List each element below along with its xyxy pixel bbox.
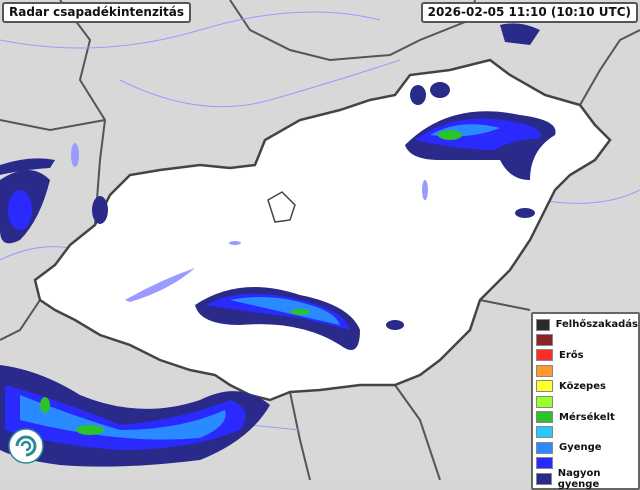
timestamp: 2026-02-05 11:10 (10:10 UTC) (420, 2, 638, 23)
legend-swatch (536, 334, 553, 347)
radar-map (0, 0, 640, 480)
legend-item (536, 394, 638, 409)
legend-label: Mérsékelt (559, 411, 615, 423)
legend-item (536, 425, 638, 440)
legend-label: Erős (559, 349, 584, 361)
legend-swatch (536, 457, 553, 470)
legend-swatch (536, 411, 553, 424)
legend-item (536, 456, 638, 471)
map-title: Radar csapadékintenzitás (2, 2, 192, 23)
legend-label: Gyenge (559, 442, 602, 454)
precipitation-legend: Felhőszakadás Erős Közepes Mérsékelt Gyenge N… (531, 312, 640, 490)
legend-item: Erős (536, 348, 638, 363)
legend-item: Közepes (536, 379, 638, 394)
legend-swatch (536, 472, 552, 485)
legend-item (536, 363, 638, 378)
legend-label: Felhőszakadás (555, 319, 638, 331)
legend-item (536, 332, 638, 347)
country-borders (0, 0, 640, 480)
legend-swatch (536, 349, 553, 362)
legend-swatch (536, 380, 553, 393)
legend-item: Felhőszakadás (536, 317, 638, 332)
budapest-outline (267, 191, 296, 223)
legend-label: Nagyon gyenge (557, 467, 601, 490)
legend-item: Mérsékelt (536, 409, 638, 424)
legend-swatch (536, 441, 553, 454)
legend-swatch (536, 426, 553, 439)
legend-swatch (536, 364, 553, 377)
radar-echoes (0, 23, 556, 467)
legend-label: Közepes (559, 380, 606, 392)
lakes (71, 143, 428, 302)
legend-swatch (536, 318, 550, 331)
legend-item: Nagyon gyenge (536, 468, 638, 490)
met-service-logo (8, 428, 44, 464)
legend-swatch (536, 395, 553, 408)
legend-item: Gyenge (536, 440, 638, 455)
